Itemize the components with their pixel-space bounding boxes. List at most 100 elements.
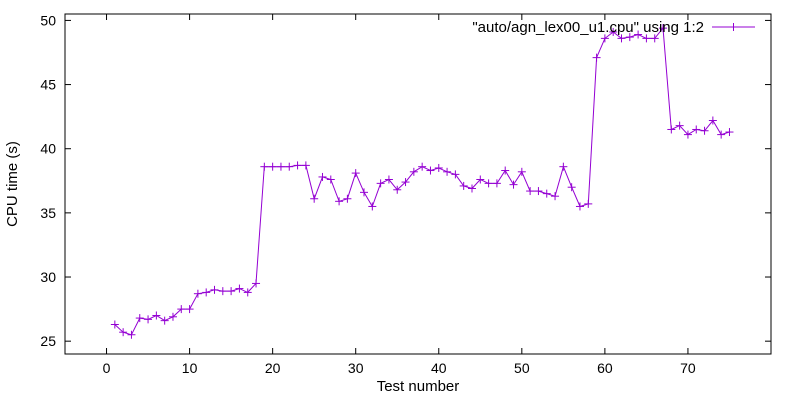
data-point	[459, 181, 468, 190]
y-tick-label: 50	[40, 12, 56, 28]
data-point	[559, 162, 568, 171]
y-axis-label: CPU time (s)	[4, 141, 21, 227]
data-point	[210, 285, 219, 294]
data-point	[659, 24, 668, 33]
data-point	[443, 167, 452, 176]
data-point	[193, 289, 202, 298]
data-point	[310, 194, 319, 203]
data-point	[343, 194, 352, 203]
data-point	[634, 30, 643, 39]
data-point	[700, 126, 709, 135]
data-point	[683, 130, 692, 139]
data-point	[376, 179, 385, 188]
data-point	[110, 320, 119, 329]
data-point	[451, 170, 460, 179]
y-tick-label: 30	[40, 269, 56, 285]
data-point	[600, 34, 609, 43]
data-point	[692, 125, 701, 134]
data-point	[501, 166, 510, 175]
data-point	[177, 305, 186, 314]
data-point	[418, 162, 427, 171]
data-point	[160, 316, 169, 325]
data-point	[650, 34, 659, 43]
data-point	[351, 169, 360, 178]
x-tick-label: 0	[103, 360, 111, 376]
data-point	[492, 179, 501, 188]
data-point	[368, 202, 377, 211]
data-point	[484, 179, 493, 188]
data-point	[592, 53, 601, 62]
x-tick-label: 40	[431, 360, 447, 376]
data-point	[567, 183, 576, 192]
data-point	[467, 184, 476, 193]
data-point	[584, 199, 593, 208]
data-point	[260, 162, 269, 171]
data-point	[301, 161, 310, 170]
y-tick-label: 45	[40, 77, 56, 93]
data-point	[401, 178, 410, 187]
data-point	[542, 189, 551, 198]
data-point	[318, 172, 327, 181]
data-point	[293, 161, 302, 170]
x-tick-label: 10	[182, 360, 198, 376]
data-point	[667, 125, 676, 134]
y-tick-label: 35	[40, 205, 56, 221]
data-point	[252, 279, 261, 288]
data-point	[526, 187, 535, 196]
data-point	[218, 287, 227, 296]
data-point	[268, 162, 277, 171]
x-axis-ticks: 0 10 20 30 40 50 60 70	[103, 14, 696, 376]
data-point	[509, 180, 518, 189]
data-point	[285, 162, 294, 171]
data-point	[135, 314, 144, 323]
data-point	[384, 175, 393, 184]
x-tick-label: 20	[265, 360, 281, 376]
data-point	[227, 287, 236, 296]
y-axis-ticks: 25 30 35 40 45 50	[40, 12, 771, 349]
y-tick-label: 25	[40, 333, 56, 349]
data-point	[575, 202, 584, 211]
legend-marker	[729, 23, 738, 31]
data-point	[642, 34, 651, 43]
x-tick-label: 60	[597, 360, 613, 376]
plot-border	[64, 13, 772, 355]
data-point	[235, 284, 244, 293]
data-point	[617, 34, 626, 43]
data-point	[127, 330, 136, 339]
data-point	[476, 175, 485, 184]
series-line	[114, 26, 730, 336]
y-tick-label: 40	[40, 141, 56, 157]
data-point	[144, 315, 153, 324]
data-point	[426, 166, 435, 175]
plot-frame	[64, 13, 772, 355]
data-point	[243, 288, 252, 297]
x-axis-label: Test number	[377, 378, 460, 395]
data-point	[335, 197, 344, 206]
data-point	[360, 188, 369, 197]
data-point	[168, 312, 177, 321]
x-tick-label: 50	[514, 360, 530, 376]
data-point	[517, 167, 526, 176]
x-tick-label: 70	[680, 360, 696, 376]
data-point	[725, 128, 734, 137]
data-point	[675, 121, 684, 130]
data-point	[326, 175, 335, 184]
data-point	[393, 185, 402, 194]
data-point	[119, 328, 128, 337]
data-point	[434, 163, 443, 172]
data-point	[152, 311, 161, 320]
data-point	[717, 130, 726, 139]
data-point	[708, 116, 717, 125]
data-point	[409, 167, 418, 176]
data-point	[625, 33, 634, 42]
x-tick-label: 30	[348, 360, 364, 376]
legend-label: "auto/agn_lex00_u1.cpu" using 1:2	[472, 19, 704, 36]
data-point	[185, 305, 194, 314]
data-point	[534, 187, 543, 196]
data-point	[276, 162, 285, 171]
data-point	[609, 27, 618, 36]
data-point	[551, 192, 560, 201]
legend: "auto/agn_lex00_u1.cpu" using 1:2	[472, 19, 755, 36]
series-layer	[110, 24, 734, 339]
